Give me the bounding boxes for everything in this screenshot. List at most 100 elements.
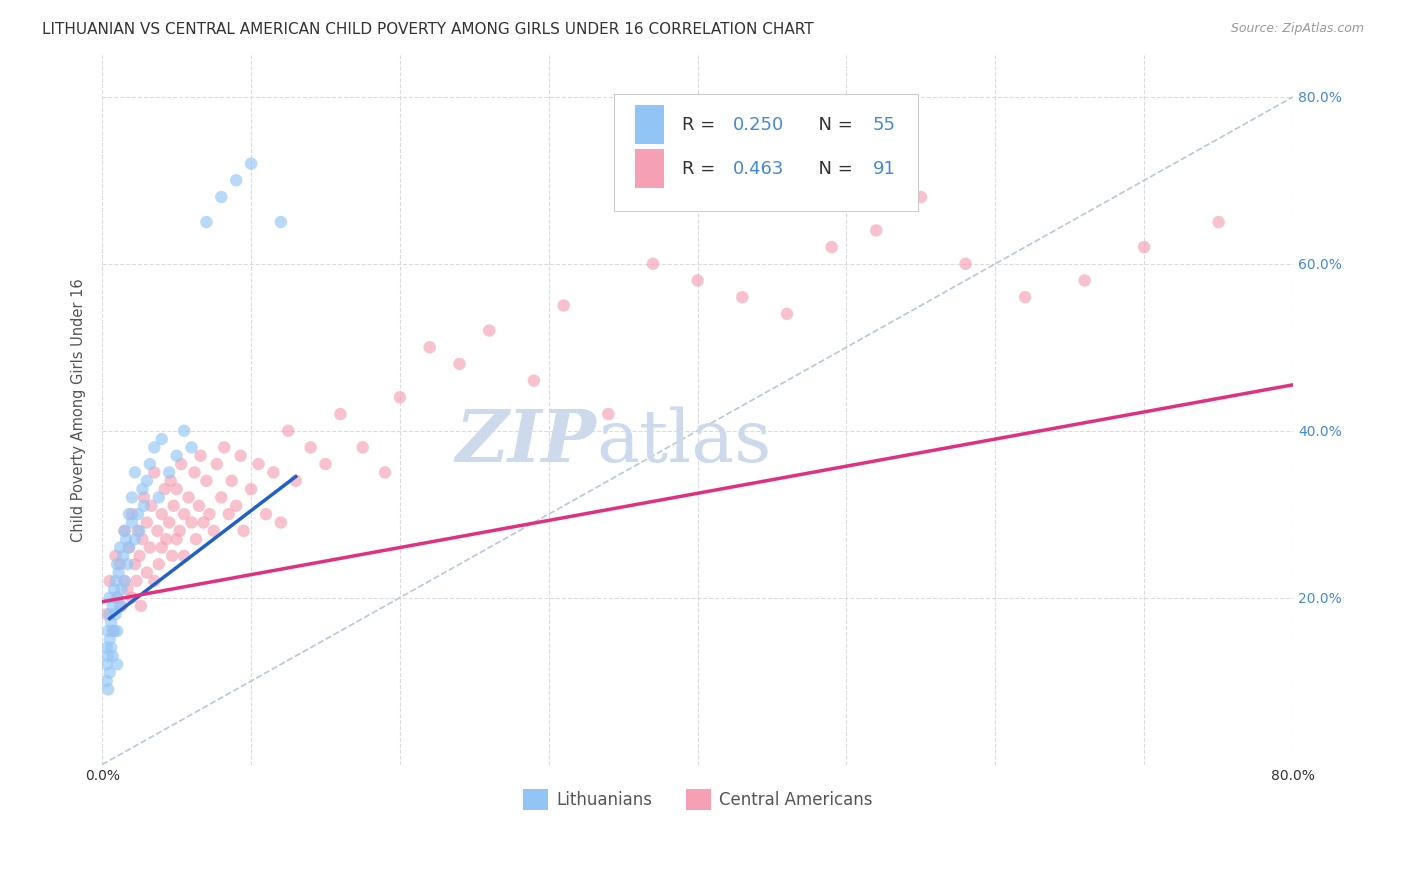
Point <box>352 441 374 455</box>
Point <box>184 532 207 546</box>
Point <box>96 640 118 655</box>
Point <box>98 665 121 680</box>
Point <box>180 441 202 455</box>
Point <box>114 574 136 588</box>
Text: R =: R = <box>682 116 721 134</box>
Legend: Lithuanians, Central Americans: Lithuanians, Central Americans <box>516 783 879 816</box>
Point <box>100 640 122 655</box>
Point <box>114 524 136 538</box>
Point <box>150 507 173 521</box>
Point <box>98 632 121 647</box>
Point <box>388 390 411 404</box>
Point <box>148 491 170 505</box>
Point <box>209 491 232 505</box>
Point <box>523 374 546 388</box>
Text: 0.463: 0.463 <box>734 160 785 178</box>
Point <box>641 257 664 271</box>
Point <box>254 507 277 521</box>
Point <box>121 491 143 505</box>
Point <box>124 532 146 546</box>
Text: N =: N = <box>807 160 859 178</box>
Point <box>419 340 441 354</box>
Point <box>221 474 243 488</box>
Point <box>776 307 799 321</box>
Point <box>107 566 129 580</box>
Point <box>114 574 136 588</box>
Point <box>127 507 149 521</box>
Point <box>101 599 124 613</box>
Point <box>121 591 143 605</box>
Text: Source: ZipAtlas.com: Source: ZipAtlas.com <box>1230 22 1364 36</box>
Point <box>240 156 263 170</box>
Point <box>1073 273 1095 287</box>
Point <box>108 599 131 613</box>
Text: atlas: atlas <box>596 407 772 477</box>
Point <box>198 507 221 521</box>
Point <box>955 257 977 271</box>
Point <box>135 474 157 488</box>
Point <box>225 499 247 513</box>
Point <box>127 524 149 538</box>
Point <box>157 466 180 480</box>
Point <box>865 223 887 237</box>
Point <box>686 273 709 287</box>
Point <box>114 524 136 538</box>
Point <box>214 441 236 455</box>
Point <box>146 524 169 538</box>
Point <box>731 290 754 304</box>
Text: 55: 55 <box>873 116 896 134</box>
Point <box>202 524 225 538</box>
Point <box>598 407 620 421</box>
Point <box>112 549 135 563</box>
FancyBboxPatch shape <box>634 105 664 145</box>
Point <box>190 449 212 463</box>
Point <box>105 591 128 605</box>
Point <box>104 574 127 588</box>
Text: N =: N = <box>807 116 859 134</box>
Point <box>193 516 215 530</box>
Point <box>98 574 121 588</box>
Point <box>277 424 299 438</box>
Text: R =: R = <box>682 160 721 178</box>
Point <box>110 582 132 597</box>
Point <box>1014 290 1036 304</box>
Point <box>117 558 139 572</box>
Point <box>105 624 128 638</box>
Point <box>96 657 118 672</box>
Point <box>163 499 186 513</box>
Point <box>195 215 218 229</box>
Point <box>173 507 195 521</box>
Point <box>225 173 247 187</box>
Point <box>131 482 153 496</box>
Point <box>820 240 842 254</box>
Point <box>160 549 183 563</box>
Point <box>97 624 120 638</box>
Point <box>229 449 252 463</box>
Point <box>105 558 128 572</box>
Point <box>108 541 131 555</box>
Point <box>209 190 232 204</box>
Text: 91: 91 <box>873 160 896 178</box>
Point <box>96 674 118 689</box>
Point <box>299 441 322 455</box>
Point <box>117 582 139 597</box>
Point <box>101 624 124 638</box>
FancyBboxPatch shape <box>634 149 664 188</box>
Point <box>98 591 121 605</box>
Point <box>553 298 575 312</box>
Point <box>104 549 127 563</box>
Point <box>159 474 181 488</box>
Point <box>103 582 125 597</box>
Point <box>103 624 125 638</box>
Point <box>173 424 195 438</box>
Y-axis label: Child Poverty Among Girls Under 16: Child Poverty Among Girls Under 16 <box>72 278 86 541</box>
Point <box>124 558 146 572</box>
Point <box>100 615 122 630</box>
Point <box>148 558 170 572</box>
Point <box>128 549 150 563</box>
Point <box>155 532 177 546</box>
Point <box>135 516 157 530</box>
Point <box>205 457 228 471</box>
Point <box>240 482 263 496</box>
Point <box>135 566 157 580</box>
